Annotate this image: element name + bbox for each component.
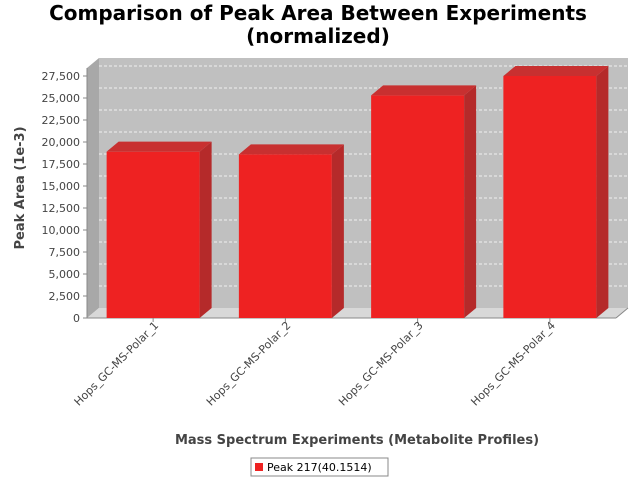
bar-front [503, 76, 597, 318]
x-tick-label: Hops_GC-MS-Polar_2 [204, 319, 294, 409]
plot-side-wall [87, 58, 99, 318]
y-tick-label: 7,500 [49, 246, 81, 259]
x-tick-label: Hops_GC-MS-Polar_1 [72, 319, 162, 409]
bar-front [238, 154, 332, 318]
bars [106, 66, 609, 318]
legend-label: Peak 217(40.1514) [267, 461, 372, 474]
x-axis-label: Mass Spectrum Experiments (Metabolite Pr… [175, 433, 539, 448]
bar-1 [106, 141, 212, 318]
plot-floor [87, 308, 628, 318]
bar-3 [371, 85, 477, 318]
bar-side [331, 144, 344, 318]
bar-top [238, 144, 344, 155]
legend-box [250, 457, 389, 477]
y-tick-label: 20,000 [42, 136, 81, 149]
y-axis-ticks: 0 2,500 5,000 7,500 10,000 12,500 15,000 17,500… [42, 70, 87, 325]
chart-subtitle: (normalized) [246, 24, 390, 48]
x-tick-label: Hops_GC-MS-Polar_3 [336, 319, 426, 409]
y-tick-label: 0 [73, 312, 80, 325]
bar-2 [238, 144, 344, 318]
chart-title: Comparison of Peak Area Between Experime… [49, 1, 587, 25]
x-tick-label: Hops_GC-MS-Polar_4 [468, 319, 558, 409]
bar-top [503, 66, 609, 76]
y-tick-label: 5,000 [49, 268, 81, 281]
bar-top [371, 85, 477, 96]
y-axis-label: Peak Area (1e-3) [13, 126, 28, 249]
bar-front [371, 95, 465, 318]
y-tick-label: 17,500 [42, 158, 81, 171]
legend-swatch [255, 463, 263, 471]
bar-4 [503, 66, 609, 318]
x-axis-ticks: Hops_GC-MS-Polar_1 Hops_GC-MS-Polar_2 Hops… [72, 318, 558, 408]
y-tick-label: 25,000 [42, 92, 81, 105]
bar-side [464, 85, 477, 318]
y-tick-label: 10,000 [42, 224, 81, 237]
y-tick-label: 12,500 [42, 202, 81, 215]
floor-edge [615, 307, 629, 319]
legend: Peak 217(40.1514) [250, 457, 389, 477]
bar-front [106, 151, 200, 318]
y-tick-label: 15,000 [42, 180, 81, 193]
bar-side [596, 66, 609, 318]
bar-top [106, 141, 212, 152]
y-tick-label: 22,500 [42, 114, 81, 127]
bar-side [199, 141, 212, 318]
y-tick-label: 27,500 [42, 70, 81, 83]
y-tick-label: 2,500 [49, 290, 81, 303]
